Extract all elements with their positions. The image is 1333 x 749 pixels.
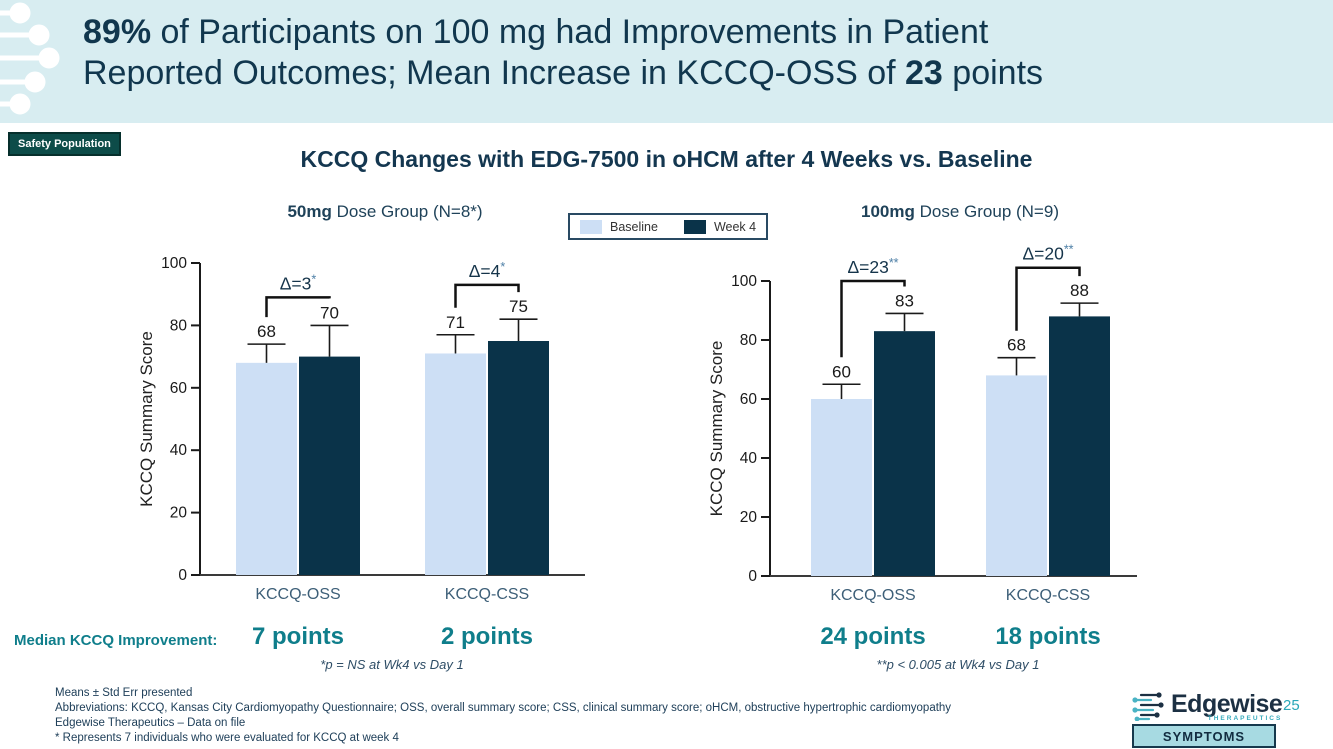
edgewise-dna-icon: [1132, 692, 1164, 721]
legend-label: Baseline: [610, 219, 658, 234]
svg-text:60: 60: [170, 380, 188, 397]
svg-text:KCCQ-CSS: KCCQ-CSS: [1006, 587, 1090, 604]
svg-text:KCCQ-OSS: KCCQ-OSS: [830, 587, 915, 604]
svg-text:KCCQ-CSS: KCCQ-CSS: [445, 586, 529, 603]
svg-text:0: 0: [178, 567, 187, 584]
legend-item: Week 4: [683, 219, 757, 234]
title-segment: of Participants on 100 mg had Improvemen…: [151, 13, 989, 51]
footnote-line: Edgewise Therapeutics – Data on file: [55, 717, 246, 729]
dose-group-50mg-bold: 50mg: [287, 202, 332, 221]
svg-text:68: 68: [257, 322, 276, 341]
title-line: 89% of Participants on 100 mg had Improv…: [83, 12, 1318, 53]
svg-text:KCCQ Summary Score: KCCQ Summary Score: [707, 341, 726, 517]
bar-chart-100mg: 0 20 40 60 80 100 KCCQ Summary Score 60 83 KCCQ-O…: [707, 243, 1137, 604]
dose-group-100mg-bold: 100mg: [861, 202, 915, 221]
svg-text:70: 70: [320, 303, 339, 322]
median-improvement-value: 2 points: [440, 623, 534, 650]
footnote-100mg: **p < 0.005 at Wk4 vs Day 1: [876, 657, 1040, 672]
bar-chart-50mg: 0 20 40 60 80 100 KCCQ Summary Score 68 70 KCCQ-O…: [137, 255, 585, 603]
svg-text:KCCQ Summary Score: KCCQ Summary Score: [137, 331, 156, 507]
svg-text:100: 100: [161, 255, 187, 272]
footnote-50mg: *p = NS at Wk4 vs Day 1: [320, 657, 464, 672]
svg-text:80: 80: [170, 317, 188, 334]
legend-item: Baseline: [580, 219, 658, 234]
header-band: 89% of Participants on 100 mg had Improv…: [0, 0, 1333, 123]
svg-text:KCCQ-OSS: KCCQ-OSS: [255, 586, 340, 603]
title-segment: points: [942, 54, 1044, 92]
footnote-line: Abbreviations: KCCQ, Kansas City Cardiom…: [55, 702, 952, 714]
svg-text:20: 20: [170, 505, 188, 522]
median-improvement-label: Median KCCQ Improvement:: [14, 632, 218, 649]
svg-text:Δ=23**: Δ=23**: [847, 256, 898, 277]
svg-text:Δ=3*: Δ=3*: [280, 272, 317, 293]
dna-motif-icon: [0, 2, 60, 115]
logo-tagline: THERAPEUTICS: [1207, 715, 1283, 722]
svg-text:83: 83: [895, 291, 914, 310]
edgewise-logo: Edgewise THERAPEUTICS: [1131, 690, 1283, 722]
svg-text:Δ=4*: Δ=4*: [469, 260, 506, 281]
footnote-line: Means ± Std Err presented: [55, 687, 193, 699]
footnotes-block: Means ± Std Err presented Abbreviations: …: [55, 686, 951, 746]
svg-text:100: 100: [731, 273, 757, 290]
title-line: Reported Outcomes; Mean Increase in KCCQ…: [83, 53, 1318, 94]
median-improvement-value: 18 points: [995, 623, 1101, 650]
svg-text:71: 71: [446, 313, 465, 332]
title-segment: 89%: [83, 13, 152, 51]
svg-text:0: 0: [748, 568, 757, 585]
svg-text:75: 75: [509, 297, 528, 316]
svg-text:88: 88: [1070, 281, 1089, 300]
legend-swatch: [683, 219, 706, 234]
svg-text:40: 40: [170, 442, 188, 459]
legend-swatch: [580, 219, 602, 234]
dose-group-100mg-rest: Dose Group (N=9): [914, 202, 1059, 221]
svg-text:Δ=20**: Δ=20**: [1022, 243, 1073, 264]
logo-text: Edgewise THERAPEUTICS: [1171, 690, 1283, 722]
legend-label: Week 4: [713, 219, 757, 234]
median-improvement-value: 24 points: [820, 623, 926, 650]
symptoms-badge: SYMPTOMS: [1132, 724, 1276, 748]
title-segment: 23: [905, 54, 943, 92]
svg-text:20: 20: [740, 509, 758, 526]
dose-group-50mg-rest: Dose Group (N=8*): [331, 202, 483, 221]
footnote-line: * Represents 7 individuals who were eval…: [55, 732, 399, 744]
title-segment: Reported Outcomes; Mean Increase in KCCQ…: [83, 54, 906, 92]
logo-name: Edgewise: [1171, 690, 1283, 718]
dose-group-title-100mg: 100mg Dose Group (N=9): [750, 202, 1170, 222]
svg-text:40: 40: [740, 450, 758, 467]
population-badge: Safety Population: [8, 132, 121, 156]
svg-text:68: 68: [1007, 336, 1026, 355]
median-improvement-value: 7 points: [251, 623, 345, 650]
svg-text:80: 80: [740, 332, 758, 349]
svg-text:60: 60: [740, 391, 758, 408]
legend: Baseline Week 4: [568, 213, 769, 240]
svg-text:60: 60: [832, 362, 851, 381]
page-number: 25: [1283, 697, 1300, 714]
page-title: 89% of Participants on 100 mg had Improv…: [83, 12, 1318, 94]
dose-group-title-50mg: 50mg Dose Group (N=8*): [175, 202, 595, 222]
chart-title: KCCQ Changes with EDG-7500 in oHCM after…: [300, 146, 1033, 172]
